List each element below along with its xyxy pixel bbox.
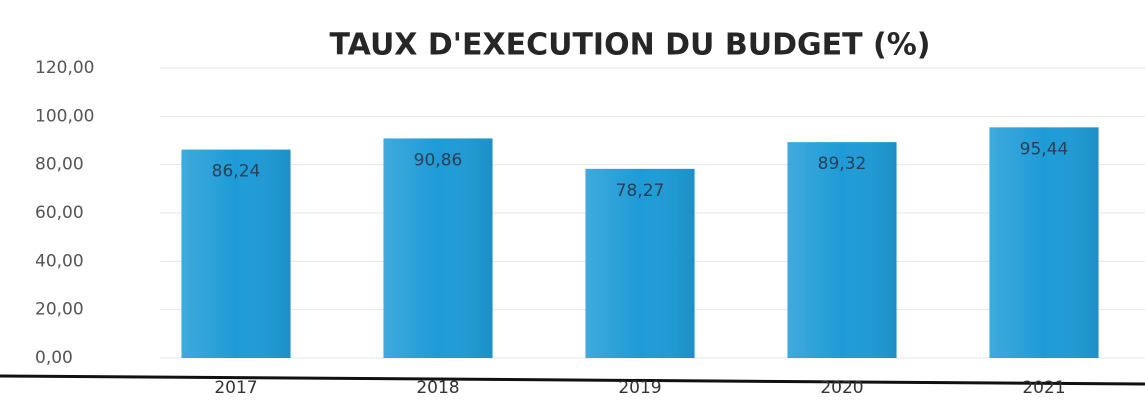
value-label: 78,27: [616, 181, 665, 201]
y-tick-label: 0,00: [35, 348, 73, 368]
y-tick-label: 100,00: [35, 106, 94, 126]
bar-shade: [787, 142, 897, 358]
y-tick-label: 80,00: [35, 155, 84, 175]
x-tick-label: 2020: [820, 378, 863, 398]
x-tick-label: 2017: [214, 378, 257, 398]
y-tick-label: 40,00: [35, 251, 84, 271]
y-tick-label: 60,00: [35, 203, 84, 223]
y-tick-label: 20,00: [35, 300, 84, 320]
chart-title: TAUX D'EXECUTION DU BUDGET (%): [330, 28, 931, 63]
base-line: [0, 374, 1145, 386]
bar-shade: [383, 138, 493, 358]
bar-shade: [585, 168, 695, 358]
y-tick-label: 120,00: [35, 58, 94, 78]
value-label: 95,44: [1020, 139, 1069, 159]
bar-shade: [989, 127, 1099, 358]
x-tick-label: 2021: [1022, 378, 1065, 398]
value-label: 90,86: [414, 150, 463, 170]
bar-shade: [181, 149, 291, 358]
value-label: 89,32: [818, 154, 867, 174]
value-label: 86,24: [212, 162, 261, 182]
x-tick-label: 2019: [618, 378, 661, 398]
x-tick-label: 2018: [416, 378, 459, 398]
